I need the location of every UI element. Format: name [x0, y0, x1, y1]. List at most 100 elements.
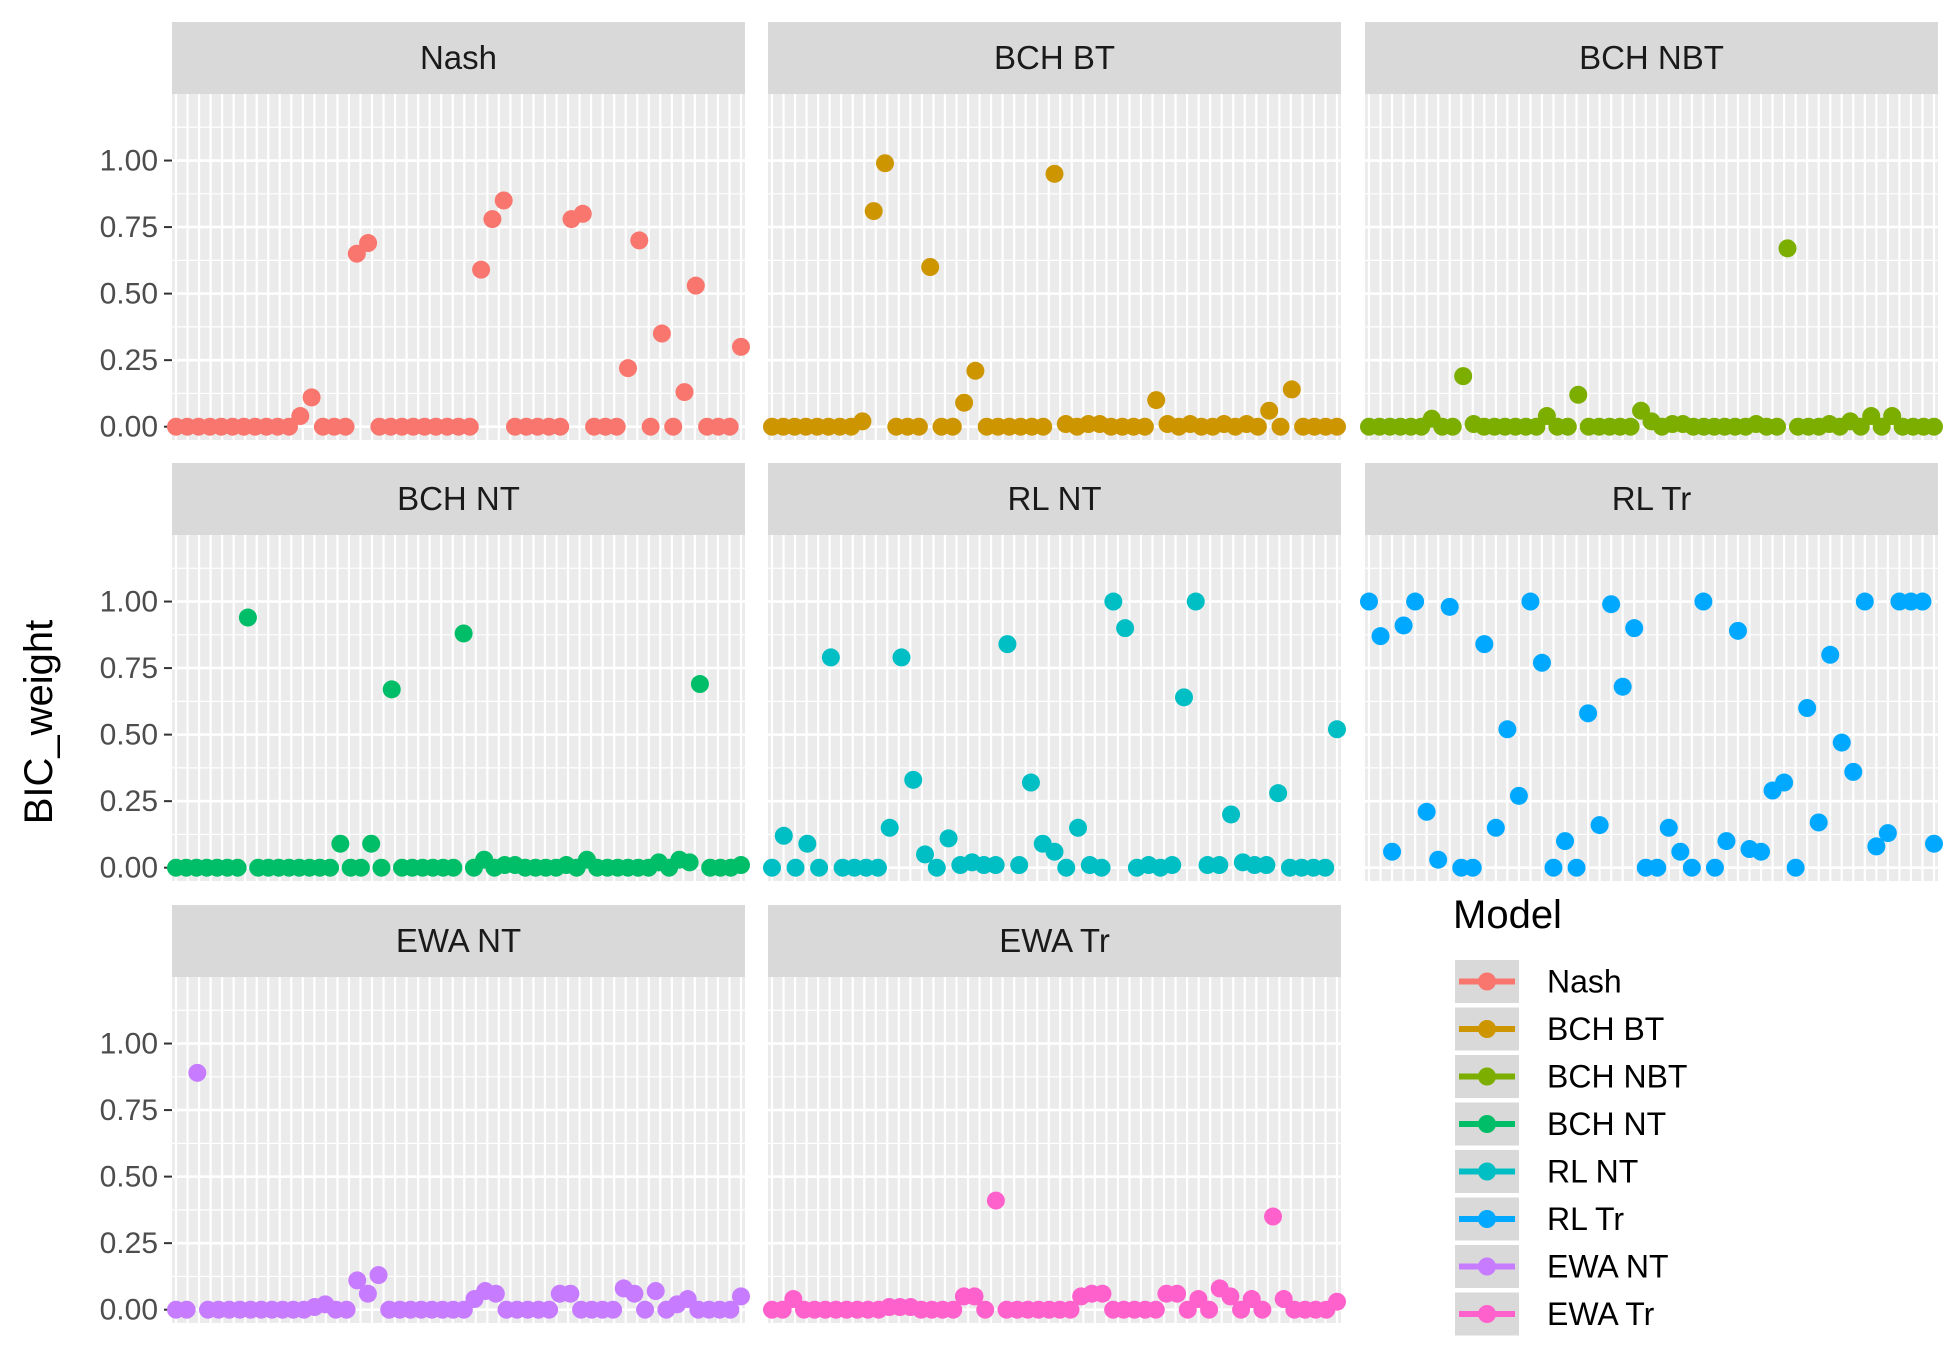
data-point: [551, 417, 570, 436]
y-tick-label: 0.25: [100, 785, 158, 818]
data-point: [1486, 818, 1505, 837]
data-point: [1200, 1300, 1219, 1319]
data-point: [965, 1287, 984, 1306]
data-point: [652, 324, 671, 343]
data-point: [1328, 720, 1346, 739]
data-point: [472, 260, 491, 279]
data-point: [939, 829, 958, 848]
data-point: [966, 361, 985, 380]
panel-background: [768, 94, 1341, 440]
data-point: [1135, 417, 1154, 436]
panel-ewa-tr: EWA Tr: [763, 905, 1346, 1323]
legend-label: EWA Tr: [1547, 1296, 1655, 1332]
data-point: [1925, 834, 1943, 853]
data-point: [921, 258, 940, 276]
facet-strip: [172, 905, 745, 977]
data-point: [1210, 856, 1229, 875]
legend-item: Nash: [1455, 960, 1622, 1003]
y-tick-label: 0.25: [100, 1227, 158, 1260]
data-point: [540, 1300, 559, 1319]
facet-strip-label: RL Tr: [1612, 480, 1691, 517]
data-point: [720, 417, 739, 436]
data-point: [732, 337, 750, 356]
legend-label: RL Tr: [1547, 1201, 1624, 1237]
data-point: [1093, 1284, 1112, 1303]
data-point: [604, 1300, 623, 1319]
data-point: [821, 648, 840, 667]
data-point: [483, 210, 502, 229]
data-point: [1443, 417, 1462, 436]
data-point: [986, 856, 1005, 875]
data-point: [494, 191, 513, 210]
y-tick-label: 0.50: [100, 278, 158, 311]
data-point: [1264, 1207, 1283, 1226]
legend-label: BCH NBT: [1547, 1059, 1687, 1095]
data-point: [1147, 391, 1166, 410]
legend-item: EWA Tr: [1455, 1292, 1655, 1336]
data-point: [228, 858, 247, 877]
data-point: [1521, 592, 1540, 611]
data-point: [675, 383, 694, 402]
data-point: [1248, 417, 1267, 436]
panel-rl-nt: RL NT: [763, 463, 1346, 881]
data-point: [680, 853, 699, 872]
data-point: [1694, 592, 1713, 611]
data-point: [1567, 858, 1586, 877]
data-point: [1406, 592, 1425, 611]
data-point: [1752, 842, 1771, 861]
y-tick-label: 0.50: [100, 1161, 158, 1194]
data-point: [690, 675, 709, 694]
data-point: [976, 1300, 995, 1319]
data-point: [955, 393, 974, 412]
data-point: [1913, 592, 1932, 611]
data-point: [1532, 653, 1551, 672]
facet-strip: [768, 22, 1341, 94]
data-point: [1728, 621, 1747, 640]
panel-background: [768, 977, 1341, 1323]
data-point: [1257, 856, 1276, 875]
data-point: [1821, 645, 1840, 664]
facet-strip-label: Nash: [420, 39, 497, 76]
data-point: [238, 608, 257, 627]
data-point: [1371, 627, 1390, 646]
y-tick-label: 1.00: [100, 586, 158, 619]
data-point: [337, 1300, 356, 1319]
data-point: [359, 234, 378, 253]
data-point: [1168, 1284, 1187, 1303]
data-point: [1104, 592, 1123, 611]
facet-strip-label: RL NT: [1007, 480, 1101, 517]
data-point: [1271, 417, 1290, 436]
data-point: [1786, 858, 1805, 877]
legend-key-point: [1478, 972, 1496, 991]
data-point: [1440, 597, 1459, 616]
data-point: [664, 417, 683, 436]
data-point: [1260, 401, 1279, 420]
data-point: [1878, 824, 1897, 843]
y-tick-label: 0.00: [100, 852, 158, 885]
panel-background: [172, 535, 745, 881]
data-point: [1328, 1292, 1346, 1311]
y-axis-label: BIC_weight: [17, 620, 61, 825]
facet-strip: [172, 22, 745, 94]
data-point: [486, 1284, 505, 1303]
panel-background: [1365, 535, 1938, 881]
data-point: [561, 1284, 580, 1303]
data-point: [1768, 417, 1787, 436]
data-point: [686, 276, 705, 295]
data-point: [1463, 858, 1482, 877]
data-point: [351, 858, 370, 877]
data-point: [774, 826, 793, 845]
facet-strip-label: BCH BT: [994, 39, 1115, 76]
legend-item: RL NT: [1455, 1150, 1638, 1193]
data-point: [998, 635, 1017, 654]
data-point: [1045, 164, 1064, 183]
data-point: [348, 1271, 367, 1290]
data-point: [1221, 1287, 1240, 1306]
data-point: [1569, 385, 1588, 404]
data-point: [944, 1300, 963, 1319]
data-point: [732, 1287, 750, 1306]
y-tick-label: 0.00: [100, 411, 158, 444]
data-point: [321, 858, 340, 877]
legend-label: BCH NT: [1547, 1106, 1666, 1142]
data-point: [382, 680, 401, 699]
